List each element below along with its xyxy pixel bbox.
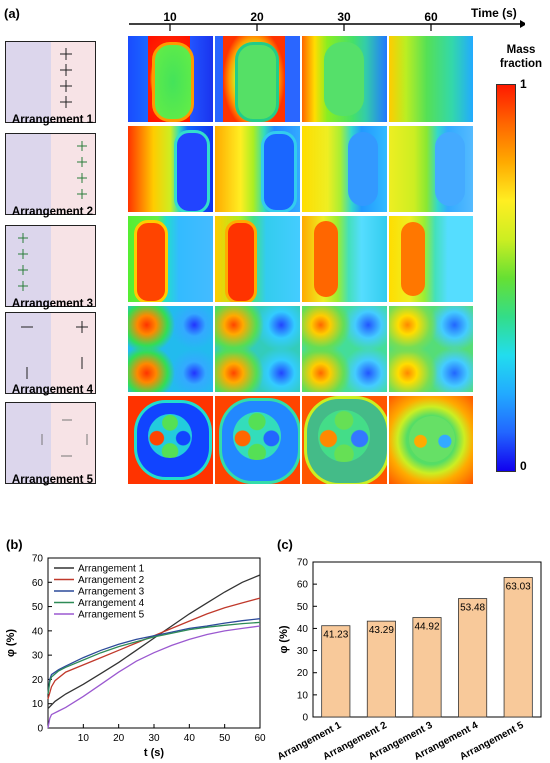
sim-a3-t10 <box>128 216 213 302</box>
series-line-2 <box>47 597 261 700</box>
bar-value-label-3: 44.92 <box>414 622 439 633</box>
y-tick-label: 70 <box>297 558 309 569</box>
x-axis-label: t (s) <box>144 747 165 759</box>
simulation-grid <box>128 36 473 484</box>
arrangement-5-label: Arrangement 5 <box>11 474 94 486</box>
sim-a2-t10 <box>128 126 213 212</box>
sim-a3-t20 <box>215 216 300 302</box>
y-tick-label: 40 <box>297 624 309 635</box>
time-label-20: 20 <box>250 10 264 24</box>
sim-a3-t30 <box>302 216 387 302</box>
bar-5 <box>503 577 533 718</box>
arrangement-2-diagram <box>5 133 96 215</box>
series-line-3 <box>47 618 261 695</box>
arrangement-3-label: Arrangement 3 <box>11 298 94 310</box>
y-axis-label: φ (%) <box>278 625 290 653</box>
x-tick-label: 60 <box>254 733 266 744</box>
sim-a5-t10 <box>128 396 213 484</box>
arrangement-5-diagram <box>5 402 96 484</box>
sim-a2-t60 <box>389 126 473 212</box>
y-tick-label: 50 <box>297 602 309 613</box>
colorbar <box>496 84 516 472</box>
bar-2 <box>366 620 396 718</box>
y-tick-label: 50 <box>32 602 44 613</box>
bar-value-label-2: 43.29 <box>369 625 394 636</box>
time-label-10: 10 <box>163 10 177 24</box>
y-tick-label: 30 <box>297 646 309 657</box>
colorbar-min-label: 0 <box>520 459 527 473</box>
arrangement-1-label: Arrangement 1 <box>11 114 94 126</box>
y-tick-label: 60 <box>297 580 309 591</box>
panel-b-label: (b) <box>6 537 23 552</box>
y-tick-label: 0 <box>37 724 43 735</box>
x-tick-label: 10 <box>78 733 90 744</box>
sim-a4-t30 <box>302 306 387 392</box>
time-axis-line <box>129 20 525 31</box>
bar-value-label-1: 41.23 <box>323 630 348 641</box>
arrangement-3-diagram <box>5 225 96 307</box>
sim-a5-t30 <box>302 396 387 484</box>
time-axis: 10 20 30 60 Time (s) <box>125 0 525 36</box>
arrangement-4-diagram <box>5 312 96 394</box>
sim-a4-t20 <box>215 306 300 392</box>
legend-label-2: Arrangement 2 <box>78 575 145 586</box>
bar-value-label-5: 63.03 <box>506 581 531 592</box>
sim-a2-t20 <box>215 126 300 212</box>
legend-label-5: Arrangement 5 <box>78 610 145 621</box>
x-tick-label: 40 <box>184 733 196 744</box>
y-tick-label: 20 <box>297 668 309 679</box>
series-line-1 <box>47 574 261 710</box>
sim-a5-t20 <box>215 396 300 484</box>
arrangement-1-diagram <box>5 41 96 123</box>
sim-a1-t20 <box>215 36 300 122</box>
legend-label-3: Arrangement 3 <box>78 587 145 598</box>
y-tick-label: 40 <box>32 626 44 637</box>
sim-a1-t60 <box>389 36 473 122</box>
time-axis-label: Time (s) <box>471 6 517 20</box>
y-tick-label: 0 <box>302 713 308 724</box>
line-chart: 0 10 20 30 40 50 60 70 10 20 30 40 50 60 t (s) φ (%) Arr… <box>5 554 266 760</box>
sim-a3-t60 <box>389 216 473 302</box>
bar-value-label-4: 53.48 <box>460 603 485 614</box>
sim-a1-t30 <box>302 36 387 122</box>
y-tick-label: 70 <box>32 554 44 565</box>
colorbar-max-label: 1 <box>520 77 527 91</box>
colorbar-title-line1: Mass <box>506 44 536 56</box>
sim-a4-t10 <box>128 306 213 392</box>
sim-a2-t30 <box>302 126 387 212</box>
series-line-4 <box>47 621 261 695</box>
bar-1 <box>321 625 351 718</box>
sim-a4-t60 <box>389 306 473 392</box>
y-tick-label: 10 <box>297 690 309 701</box>
time-label-60: 60 <box>424 10 438 24</box>
legend-label-4: Arrangement 4 <box>78 598 145 609</box>
legend-label-1: Arrangement 1 <box>78 564 145 575</box>
y-tick-label: 60 <box>32 578 44 589</box>
panel-c-label: (c) <box>277 537 293 552</box>
colorbar-title-line2: fraction <box>499 58 543 70</box>
panel-a-label: (a) <box>4 6 20 21</box>
y-tick-label: 30 <box>32 651 44 662</box>
x-tick-label: 30 <box>148 733 160 744</box>
bar-3 <box>412 617 442 718</box>
y-tick-label: 20 <box>32 675 44 686</box>
sim-a5-t60 <box>389 396 473 484</box>
x-tick-label: 20 <box>113 733 125 744</box>
arrangement-4-label: Arrangement 4 <box>11 384 94 396</box>
sim-a1-t10 <box>128 36 213 122</box>
arrangement-2-label: Arrangement 2 <box>11 206 94 218</box>
series-line-5 <box>47 625 261 729</box>
x-tick-label: 50 <box>219 733 231 744</box>
bar-4 <box>458 598 488 718</box>
y-tick-label: 10 <box>32 699 44 710</box>
y-axis-label: φ (%) <box>5 629 17 657</box>
time-label-30: 30 <box>337 10 351 24</box>
